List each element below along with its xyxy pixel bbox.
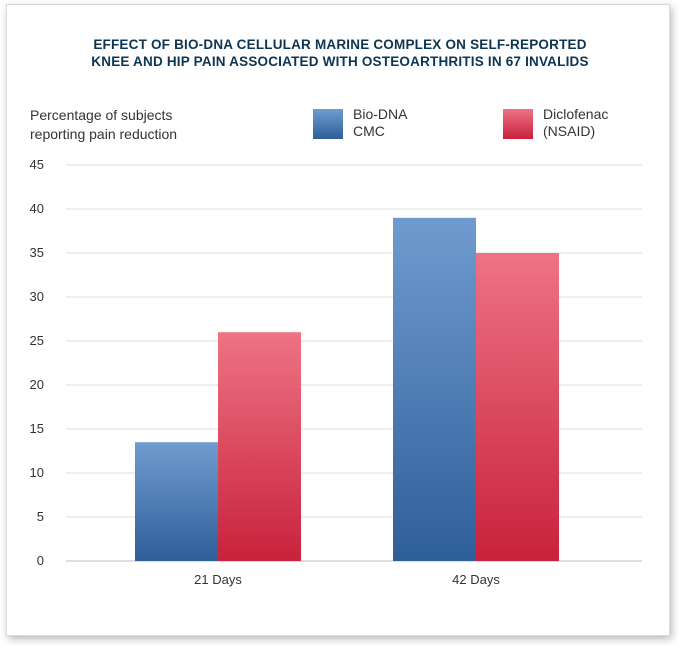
chart-title-line-2: KNEE AND HIP PAIN ASSOCIATED WITH OSTEOA… (91, 54, 589, 69)
legend-label-diclofenac-line-1: Diclofenac (543, 106, 609, 122)
legend-swatch-diclofenac (503, 109, 533, 139)
y-tick-label: 10 (29, 465, 44, 480)
bar-diclofenac-0 (218, 332, 301, 561)
y-tick-label: 0 (36, 553, 44, 568)
bar-bio-dna-1 (393, 217, 476, 562)
bar-bio-dna-0 (135, 442, 218, 561)
y-tick-label: 35 (29, 245, 44, 260)
legend-label-diclofenac: Diclofenac (NSAID) (543, 106, 653, 140)
x-tick-label: 42 Days (452, 572, 500, 587)
y-tick-label: 15 (29, 421, 44, 436)
legend-swatch-bio-dna (313, 109, 343, 139)
legend-label-bio-dna-line-2: CMC (353, 123, 385, 139)
y-tick-label: 45 (29, 157, 44, 172)
y-tick-label: 30 (29, 289, 44, 304)
legend-label-bio-dna: Bio-DNA CMC (353, 106, 463, 140)
y-axis-label-line-2: reporting pain reduction (30, 126, 178, 142)
chart-title-line-1: EFFECT OF BIO-DNA CELLULAR MARINE COMPLE… (93, 37, 587, 52)
y-tick-label: 5 (36, 509, 44, 524)
y-axis-label: Percentage of subjects reporting pain re… (30, 106, 270, 144)
y-tick-label: 40 (29, 201, 44, 216)
legend-label-diclofenac-line-2: (NSAID) (543, 123, 596, 139)
y-tick-label: 25 (29, 333, 44, 348)
y-axis-label-line-1: Percentage of subjects (30, 107, 173, 123)
x-tick-label: 21 Days (194, 572, 242, 587)
legend-label-bio-dna-line-1: Bio-DNA (353, 106, 408, 122)
y-tick-label: 20 (29, 377, 44, 392)
bar-diclofenac-1 (476, 253, 559, 561)
chart-title: EFFECT OF BIO-DNA CELLULAR MARINE COMPLE… (0, 36, 680, 70)
